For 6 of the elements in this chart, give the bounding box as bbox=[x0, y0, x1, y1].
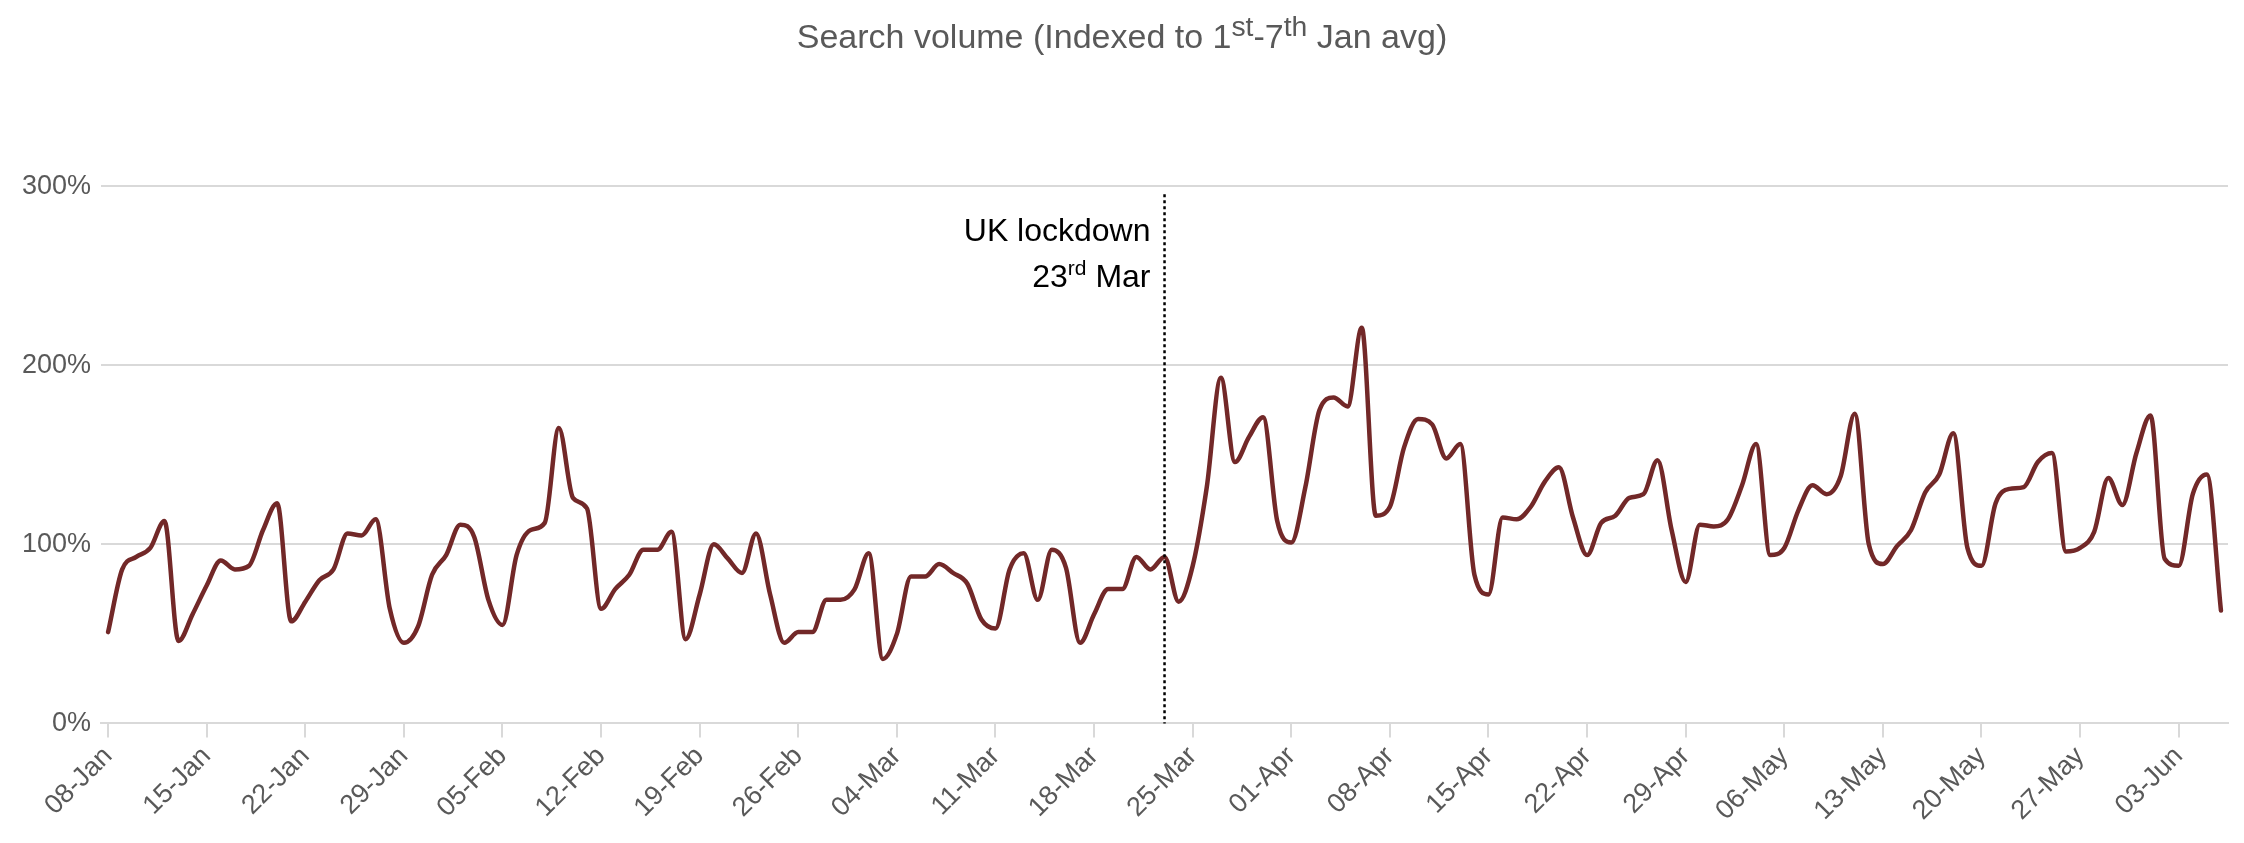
y-tick-label: 0% bbox=[52, 706, 92, 737]
y-tick-label: 300% bbox=[21, 169, 92, 200]
y-tick-label: 200% bbox=[21, 348, 92, 379]
line-series bbox=[105, 325, 2224, 662]
y-tick-label: 100% bbox=[21, 527, 92, 558]
chart-title: Search volume (Indexed to 1$^{st}$-7$^{th}$ Jan avg) bbox=[795, 9, 1449, 58]
